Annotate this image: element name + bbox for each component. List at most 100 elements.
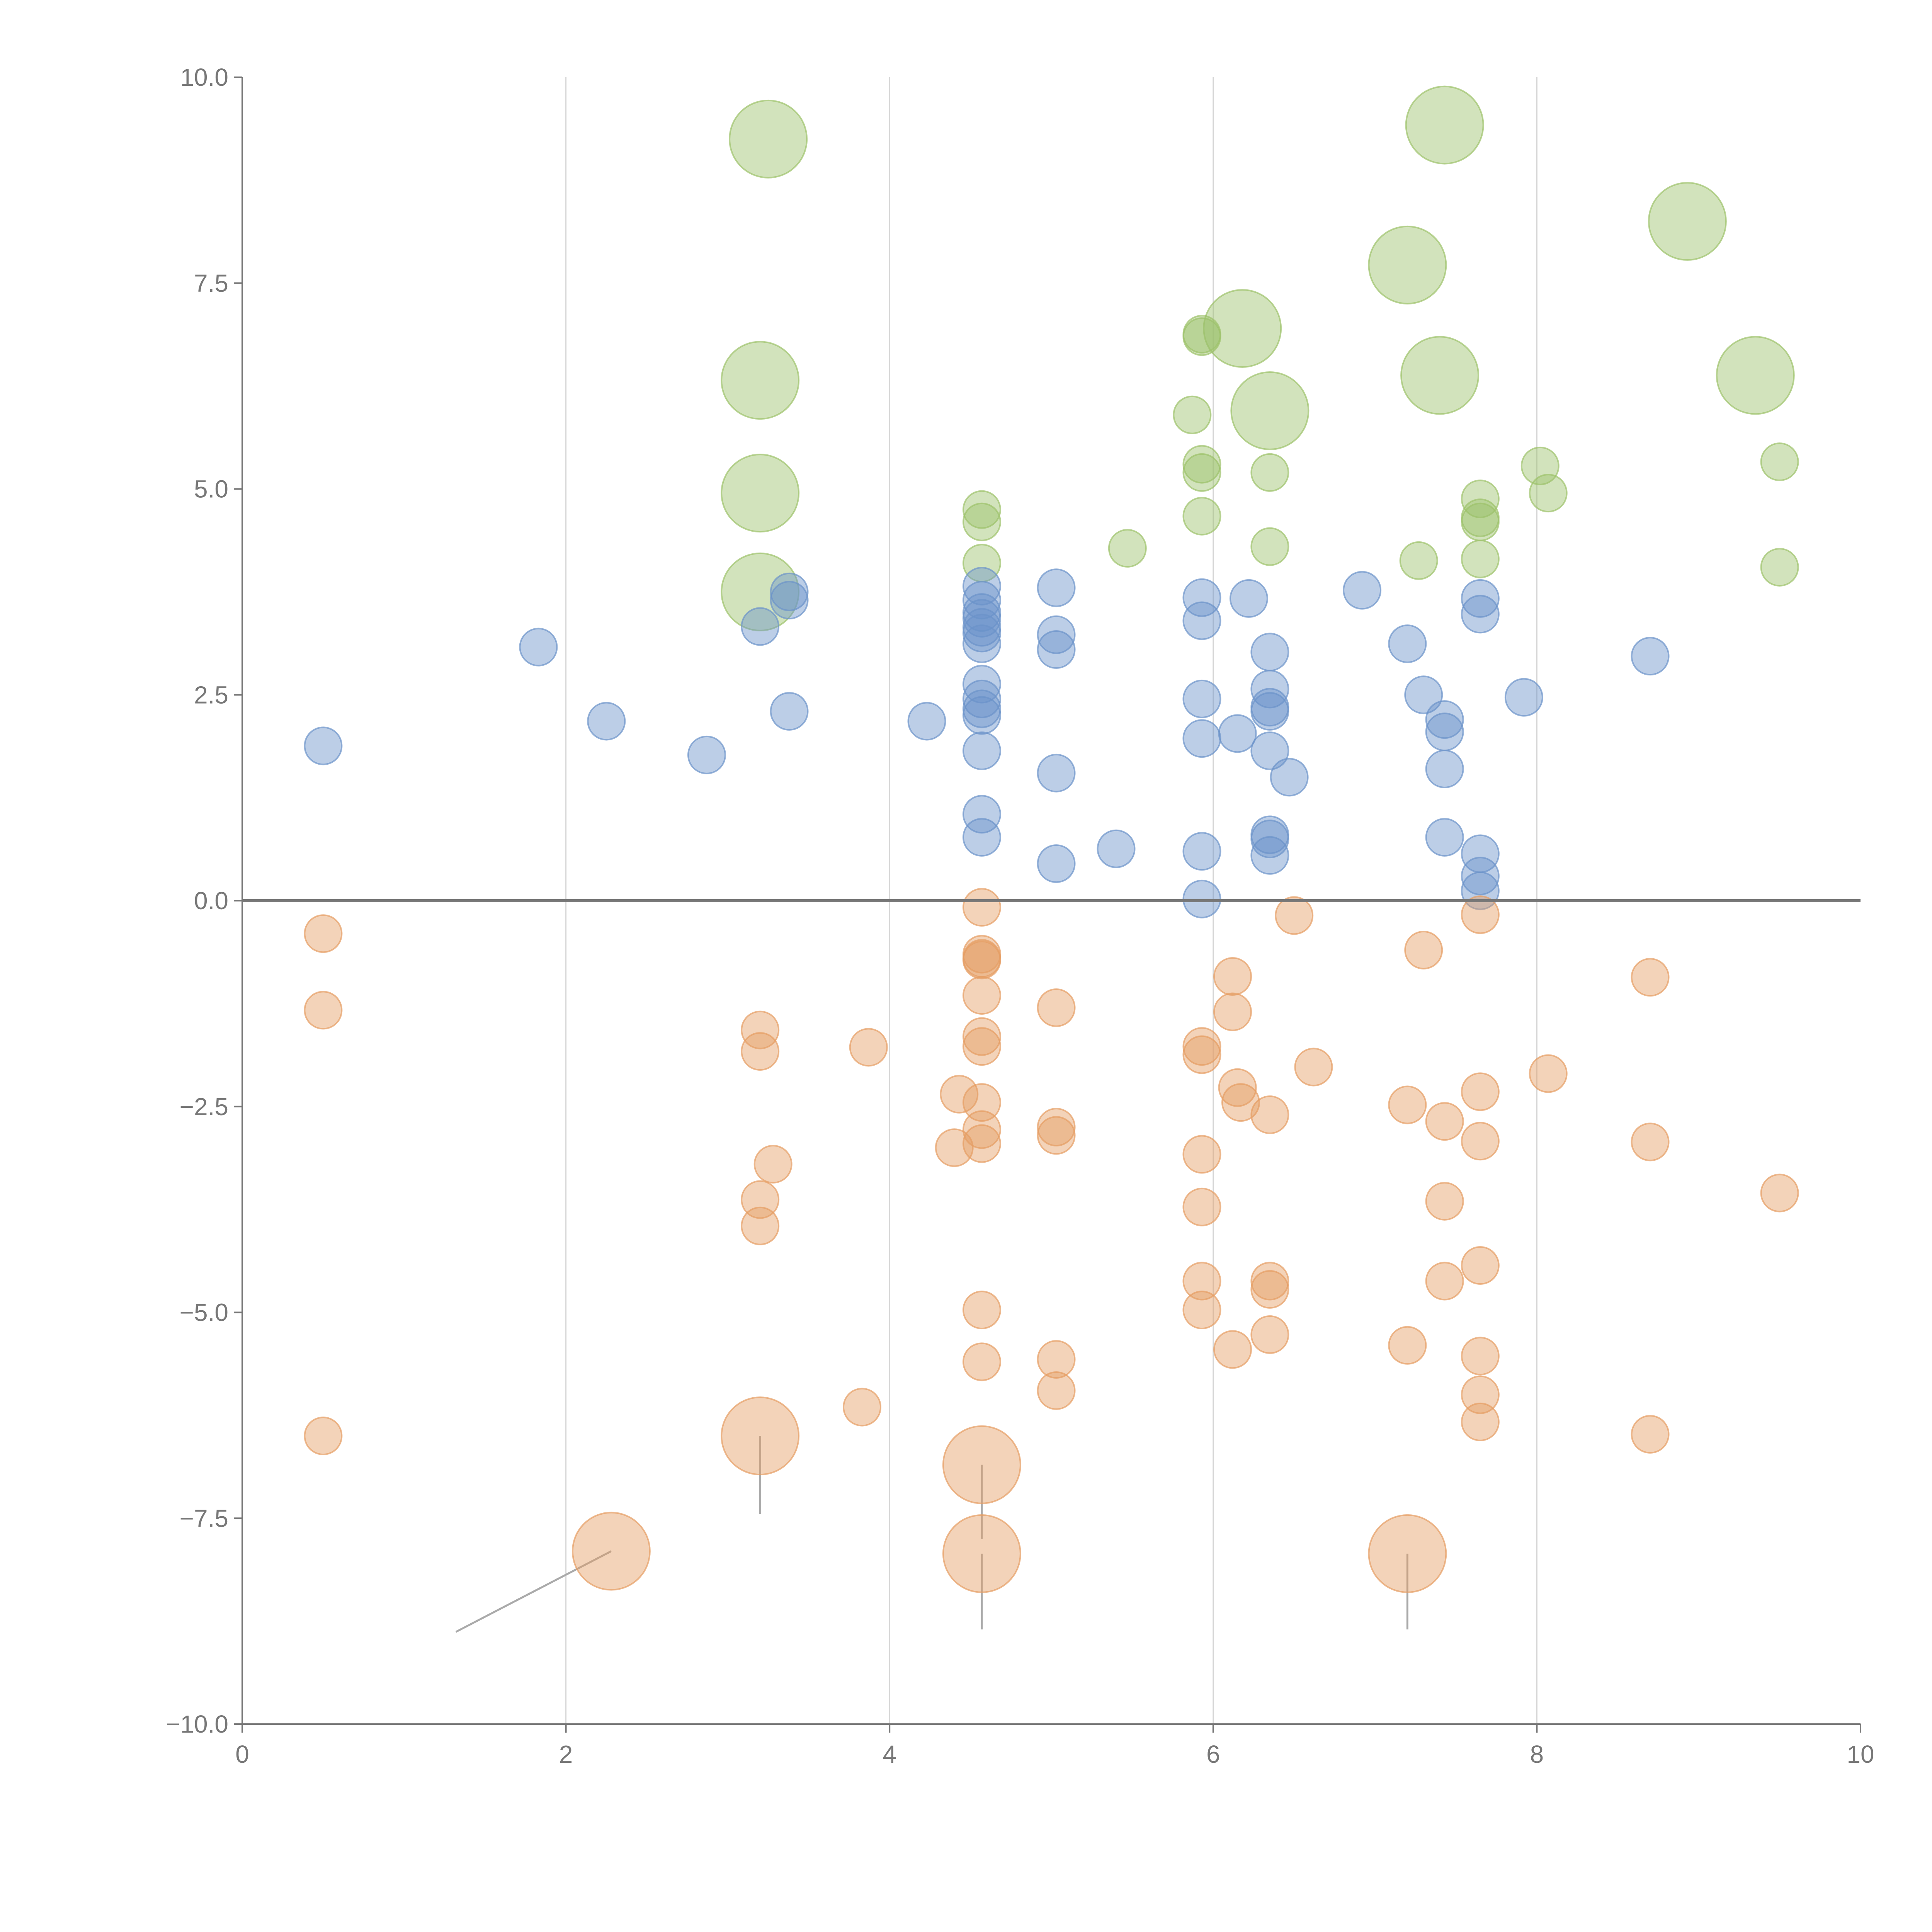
orange-bubble — [1250, 1315, 1289, 1354]
leader-line — [760, 492, 789, 498]
leader-lines — [455, 121, 1756, 1633]
orange-bubble — [962, 1083, 1001, 1122]
orange-bubble — [1250, 1095, 1289, 1134]
blue-bubble — [962, 696, 1001, 735]
green-bubble — [962, 502, 1001, 541]
orange-bubble — [962, 940, 1001, 980]
orange-bubble — [1182, 1027, 1221, 1066]
green-bubble — [1400, 336, 1480, 415]
blue-bubble — [687, 735, 726, 774]
orange-bubble — [1529, 1054, 1568, 1093]
orange-bubble — [942, 1425, 1021, 1504]
blue-bubble — [1182, 719, 1221, 758]
x-tick-label: 6 — [1206, 1740, 1220, 1768]
green-bubble — [1108, 529, 1147, 568]
orange-bubble — [1461, 1337, 1500, 1376]
orange-bubble — [1213, 1330, 1252, 1369]
orange-bubble — [1037, 1116, 1076, 1155]
orange-bubble — [1037, 988, 1076, 1027]
green-bubble — [1182, 315, 1221, 354]
axes — [242, 77, 1861, 1725]
orange-bubble — [1631, 958, 1670, 997]
blue-bubble — [1425, 700, 1464, 739]
orange-bubble — [1404, 930, 1443, 969]
blue-bubble — [1461, 595, 1500, 634]
blue-bubble — [1250, 692, 1289, 731]
orange-bubble — [1425, 1262, 1464, 1301]
orange-bubble — [962, 1027, 1001, 1066]
y-tick-label: −7.5 — [180, 1504, 228, 1532]
x-tick-label: 4 — [883, 1740, 896, 1768]
orange-bubble — [940, 1075, 979, 1114]
orange-bubble — [1461, 1072, 1500, 1111]
orange-bubble — [1250, 1262, 1289, 1301]
orange-bubble — [304, 991, 343, 1030]
bubbles — [304, 85, 1799, 1593]
blue-bubble — [1037, 615, 1076, 654]
green-bubble — [721, 341, 800, 420]
orange-bubble — [1461, 1246, 1500, 1285]
orange-bubble — [1250, 1270, 1289, 1309]
blue-bubble — [1631, 637, 1670, 676]
green-bubble — [1405, 85, 1484, 165]
orange-bubble — [1294, 1048, 1333, 1087]
blue-bubble — [907, 702, 946, 741]
blue-bubble — [1182, 578, 1221, 617]
green-bubble — [1461, 502, 1500, 541]
blue-bubble — [1037, 630, 1076, 669]
orange-bubble — [571, 1512, 651, 1591]
orange-bubble — [721, 1396, 800, 1476]
green-bubble — [1250, 453, 1289, 492]
blue-bubble — [962, 593, 1001, 632]
orange-bubble — [1221, 1083, 1260, 1122]
blue-bubble — [962, 818, 1001, 857]
ticks: −10.0 −7.5 −5.0 −2.5 0.0 2.5 5.0 7.5 10.0 0 2 4 6 8 10 — [166, 63, 1874, 1768]
orange-bubble — [843, 1388, 882, 1427]
y-tick-label: 0.0 — [194, 887, 228, 915]
blue-bubble — [741, 607, 780, 646]
leader-line — [1444, 121, 1473, 126]
green-bubble — [1399, 541, 1438, 580]
leader-line — [759, 366, 780, 381]
y-tick-label: 2.5 — [194, 681, 228, 709]
y-tick-label: 7.5 — [194, 269, 228, 297]
blue-bubble — [1461, 857, 1500, 896]
orange-bubble — [1275, 896, 1314, 935]
orange-bubble — [1631, 1415, 1670, 1454]
blue-bubble — [770, 581, 809, 620]
blue-bubble — [962, 795, 1001, 834]
leader-line — [455, 1550, 612, 1633]
blue-bubble — [962, 608, 1001, 647]
green-bubble — [1760, 548, 1799, 587]
leader-line — [1386, 251, 1408, 266]
blue-bubble — [1250, 731, 1289, 770]
orange-bubble — [1218, 1068, 1257, 1107]
orange-bubble — [1182, 1262, 1221, 1301]
green-bubble — [1648, 182, 1727, 261]
orange-bubble — [741, 1010, 780, 1049]
orange-bubble — [1182, 1135, 1221, 1174]
y-tick-label: 10.0 — [180, 63, 228, 91]
x-tick-label: 10 — [1847, 1740, 1874, 1768]
blue-bubble — [1182, 832, 1221, 871]
y-tick-label: −10.0 — [166, 1710, 228, 1738]
blue-bubble — [1425, 750, 1464, 789]
blue-bubble — [1250, 633, 1289, 672]
y-tick-label: −2.5 — [180, 1093, 228, 1121]
green-bubble — [1760, 442, 1799, 481]
y-tick-label: 5.0 — [194, 475, 228, 503]
green-bubble — [1182, 497, 1221, 536]
orange-bubble — [1461, 895, 1500, 934]
orange-bubble — [962, 1017, 1001, 1056]
blue-bubble — [1182, 679, 1221, 718]
blue-bubble — [1425, 818, 1464, 857]
orange-bubble — [1631, 1122, 1670, 1162]
orange-bubble — [1760, 1173, 1799, 1213]
blue-bubble — [1388, 624, 1427, 663]
leader-line — [1687, 204, 1704, 222]
orange-bubble — [1461, 1402, 1500, 1441]
orange-bubble — [962, 1110, 1001, 1149]
leader-line — [768, 130, 796, 140]
orange-bubble — [1461, 1375, 1500, 1414]
green-bubble — [1250, 527, 1289, 566]
